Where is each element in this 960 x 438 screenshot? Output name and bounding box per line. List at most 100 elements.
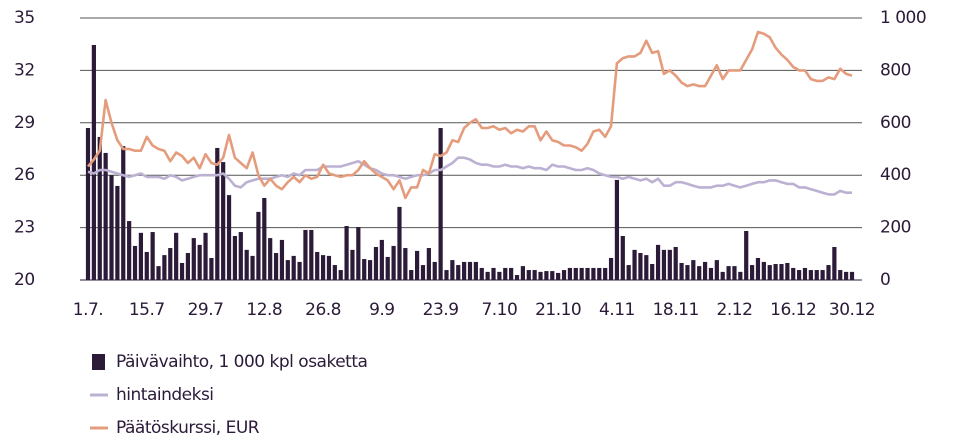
bar (720, 271, 725, 280)
x-tick-label: 1.7. (73, 300, 103, 320)
bar (479, 267, 484, 280)
bar (708, 267, 714, 280)
bar (415, 250, 420, 280)
y-tick-label: 35 (14, 8, 35, 28)
bar (697, 266, 702, 280)
bar (121, 146, 126, 280)
bar (456, 265, 461, 280)
x-tick-label: 18.11 (653, 300, 699, 320)
bar (797, 270, 802, 280)
bar (232, 235, 238, 280)
bar (561, 270, 567, 280)
bar (603, 267, 608, 280)
x-tick-label: 30.12 (829, 300, 875, 320)
bar (168, 248, 173, 280)
bar (661, 249, 667, 280)
bar (802, 267, 808, 280)
bar (814, 270, 819, 280)
bar (567, 267, 573, 280)
bar (350, 249, 355, 280)
bar (432, 261, 437, 280)
bar (544, 271, 549, 280)
bar (315, 251, 320, 280)
bar (738, 271, 743, 280)
bar (591, 267, 596, 280)
bar (491, 267, 496, 280)
y-tick-label: 20 (14, 270, 35, 290)
bar (673, 246, 678, 280)
y-tick-label: 32 (14, 60, 35, 80)
bar (179, 262, 185, 280)
bar (185, 253, 191, 280)
bar (832, 246, 837, 280)
bar (655, 244, 661, 280)
bar (262, 197, 267, 280)
bar (256, 211, 261, 280)
y2-tick-label: 1 000 (880, 8, 926, 28)
bar (162, 255, 167, 280)
bar (97, 136, 102, 280)
bar (344, 226, 349, 280)
line (87, 30, 853, 200)
bar (221, 162, 226, 280)
x-tick-label: 29.7 (188, 300, 224, 320)
bar (332, 265, 337, 280)
y2-tick-label: 0 (880, 270, 890, 290)
legend-label: hintaindeksi (116, 385, 214, 405)
bar (150, 232, 155, 280)
x-tick-label: 21.10 (535, 300, 581, 320)
bar (197, 244, 202, 280)
bar (749, 265, 755, 280)
bar (556, 272, 561, 280)
bar (91, 44, 96, 281)
bar (385, 256, 390, 280)
bar (614, 179, 620, 280)
bar (520, 266, 525, 280)
bar (156, 266, 161, 280)
bar (691, 260, 696, 280)
bar (844, 271, 849, 280)
bar (367, 260, 373, 280)
bar (403, 248, 408, 280)
bar (391, 245, 396, 280)
x-tick-label: 9.9 (369, 300, 395, 320)
bar (420, 265, 426, 280)
bar (632, 249, 637, 280)
legend-label: Päätöskurssi, EUR (116, 418, 260, 438)
x-tick-label: 12.8 (246, 300, 282, 320)
bar (638, 253, 643, 280)
bar (620, 235, 625, 280)
bar (785, 262, 790, 280)
bar (485, 271, 490, 280)
bar (127, 221, 132, 280)
bar (85, 128, 91, 280)
bar (297, 261, 302, 280)
bar (467, 261, 473, 280)
bar (808, 270, 813, 280)
bar (667, 249, 672, 280)
x-tick-label: 23.9 (423, 300, 459, 320)
bar (362, 259, 367, 280)
bar (585, 267, 590, 280)
bar (203, 232, 208, 280)
y-tick-label: 29 (14, 113, 35, 133)
y2-tick-label: 400 (880, 165, 911, 185)
bar (791, 267, 796, 280)
bar (309, 229, 314, 280)
legend-label: Päivävaihto, 1 000 kpl osaketta (116, 352, 367, 372)
bar (702, 261, 708, 280)
legend-swatch (92, 354, 105, 370)
bar (644, 255, 649, 280)
bar (773, 264, 778, 280)
bar (109, 175, 114, 280)
y2-tick-label: 800 (880, 60, 911, 80)
bar (379, 239, 384, 280)
bar (409, 270, 414, 280)
bar (679, 262, 684, 280)
bar (503, 267, 508, 280)
bar (273, 253, 279, 280)
bar (767, 265, 772, 280)
bar (115, 185, 120, 280)
y2-tick-label: 200 (880, 218, 911, 238)
